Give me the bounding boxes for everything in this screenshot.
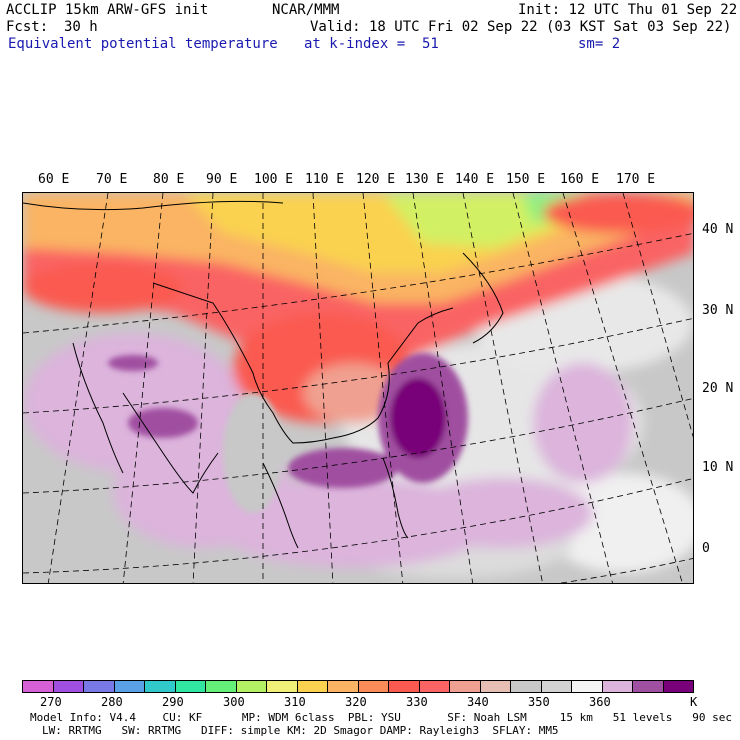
- colorbar-swatch: [236, 681, 267, 692]
- lat-label: 30 N: [702, 303, 734, 318]
- model-info-line1: Model Info: V4.4 CU: KF MP: WDM 6class P…: [30, 711, 732, 724]
- lat-label: 10 N: [702, 460, 734, 475]
- colorbar-tick: 270: [40, 695, 62, 709]
- colorbar-tick: 350: [528, 695, 550, 709]
- colorbar-swatch: [663, 681, 693, 692]
- forecast-label: Fcst:: [6, 19, 49, 35]
- lon-label: 100 E: [254, 172, 294, 187]
- lon-label: 60 E: [38, 172, 70, 187]
- colorbar-swatch: [450, 681, 481, 692]
- smoothing-label: sm= 2: [578, 36, 621, 52]
- lon-label: 120 E: [356, 172, 396, 187]
- colorbar-tick: 330: [406, 695, 428, 709]
- colorbar-swatch: [419, 681, 450, 692]
- org-label: NCAR/MMM: [272, 2, 340, 18]
- level-index: at k-index = 51: [304, 36, 439, 52]
- colorbar-swatch: [389, 681, 420, 692]
- colorbar-swatch: [297, 681, 328, 692]
- colorbar-tick: 290: [162, 695, 184, 709]
- lon-label: 170 E: [616, 172, 656, 187]
- map-panel: [22, 192, 694, 584]
- colorbar-tick: 320: [345, 695, 367, 709]
- colorbar-swatch: [267, 681, 298, 692]
- colorbar-swatch: [23, 681, 54, 692]
- lon-label: 150 E: [506, 172, 546, 187]
- lon-label: 90 E: [206, 172, 238, 187]
- colorbar: [22, 680, 694, 693]
- colorbar-swatch: [602, 681, 633, 692]
- colorbar-swatch: [175, 681, 206, 692]
- field-name: Equivalent potential temperature: [8, 36, 278, 52]
- lon-label: 130 E: [405, 172, 445, 187]
- colorbar-swatch: [358, 681, 389, 692]
- colorbar-swatch: [145, 681, 176, 692]
- lon-label: 70 E: [96, 172, 128, 187]
- colorbar-swatch: [53, 681, 84, 692]
- lat-label: 40 N: [702, 222, 734, 237]
- lon-label: 160 E: [560, 172, 600, 187]
- colorbar-tick: 300: [223, 695, 245, 709]
- theta-e-field: [23, 193, 693, 583]
- model-info-line2: LW: RRTMG SW: RRTMG DIFF: simple KM: 2D …: [42, 724, 559, 737]
- colorbar-swatch: [541, 681, 572, 692]
- colorbar-swatch: [328, 681, 359, 692]
- colorbar-swatch: [633, 681, 664, 692]
- colorbar-swatch: [206, 681, 237, 692]
- colorbar-tick: 280: [101, 695, 123, 709]
- forecast-hour: 30 h: [64, 19, 98, 35]
- colorbar-swatch: [114, 681, 145, 692]
- colorbar-tick: 360: [589, 695, 611, 709]
- colorbar-unit: K: [690, 695, 698, 709]
- lat-label: 0: [702, 541, 710, 556]
- colorbar-swatch: [511, 681, 542, 692]
- model-title: ACCLIP 15km ARW-GFS init: [6, 2, 209, 18]
- colorbar-tick: 340: [467, 695, 489, 709]
- lat-label: 20 N: [702, 381, 734, 396]
- colorbar-swatch: [84, 681, 115, 692]
- colorbar-swatch: [572, 681, 603, 692]
- lon-label: 80 E: [153, 172, 185, 187]
- init-time: Init: 12 UTC Thu 01 Sep 22: [518, 2, 738, 18]
- colorbar-tick: 310: [284, 695, 306, 709]
- lon-label: 140 E: [455, 172, 495, 187]
- valid-time: Valid: 18 UTC Fri 02 Sep 22 (03 KST Sat …: [310, 19, 732, 35]
- lon-label: 110 E: [305, 172, 345, 187]
- colorbar-swatch: [480, 681, 511, 692]
